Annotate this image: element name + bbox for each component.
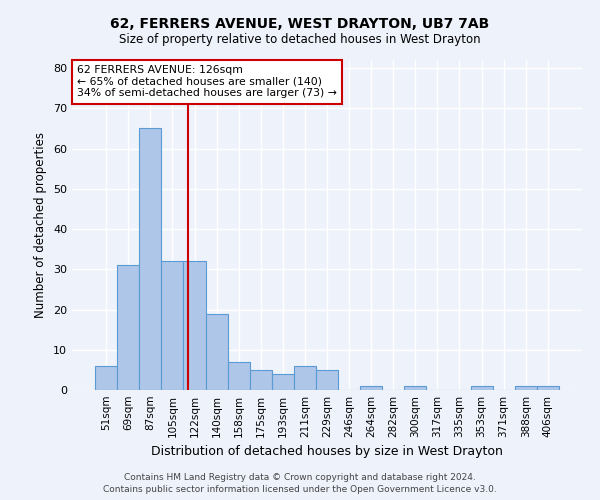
Text: 62 FERRERS AVENUE: 126sqm
← 65% of detached houses are smaller (140)
34% of semi: 62 FERRERS AVENUE: 126sqm ← 65% of detac…	[77, 65, 337, 98]
Bar	[227, 362, 250, 390]
Bar	[184, 261, 206, 390]
Text: 62, FERRERS AVENUE, WEST DRAYTON, UB7 7AB: 62, FERRERS AVENUE, WEST DRAYTON, UB7 7A…	[110, 18, 490, 32]
Bar	[360, 386, 382, 390]
Bar	[139, 128, 161, 390]
Bar	[161, 261, 184, 390]
Bar	[294, 366, 316, 390]
Bar	[272, 374, 294, 390]
Bar	[537, 386, 559, 390]
Bar	[95, 366, 117, 390]
Bar	[316, 370, 338, 390]
Text: Contains HM Land Registry data © Crown copyright and database right 2024.: Contains HM Land Registry data © Crown c…	[124, 472, 476, 482]
Bar	[470, 386, 493, 390]
Text: Size of property relative to detached houses in West Drayton: Size of property relative to detached ho…	[119, 32, 481, 46]
Bar	[117, 265, 139, 390]
Text: Contains public sector information licensed under the Open Government Licence v3: Contains public sector information licen…	[103, 485, 497, 494]
Bar	[515, 386, 537, 390]
Y-axis label: Number of detached properties: Number of detached properties	[34, 132, 47, 318]
X-axis label: Distribution of detached houses by size in West Drayton: Distribution of detached houses by size …	[151, 446, 503, 458]
Bar	[250, 370, 272, 390]
Bar	[404, 386, 427, 390]
Bar	[206, 314, 227, 390]
